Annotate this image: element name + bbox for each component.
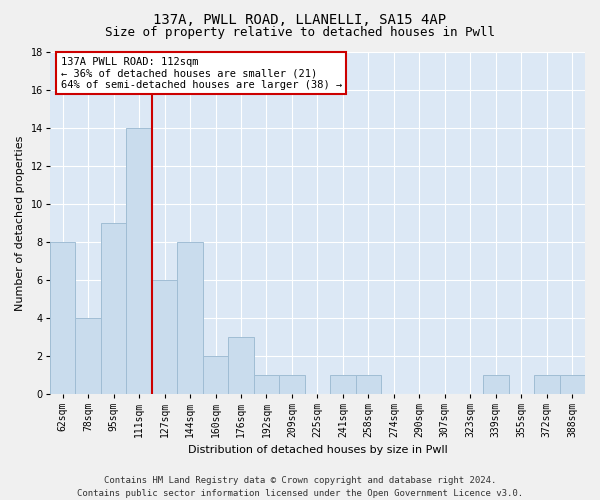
Bar (50, 242, 76, 394)
Bar (279, 376, 305, 394)
Bar (177, 242, 203, 394)
Y-axis label: Number of detached properties: Number of detached properties (15, 136, 25, 310)
X-axis label: Distribution of detached houses by size in Pwll: Distribution of detached houses by size … (188, 445, 448, 455)
Bar (76, 318, 101, 394)
Bar (534, 376, 560, 394)
Bar (152, 280, 177, 394)
Bar (101, 223, 127, 394)
Bar (203, 356, 228, 395)
Text: Size of property relative to detached houses in Pwll: Size of property relative to detached ho… (105, 26, 495, 39)
Bar (254, 376, 279, 394)
Text: 137A PWLL ROAD: 112sqm
← 36% of detached houses are smaller (21)
64% of semi-det: 137A PWLL ROAD: 112sqm ← 36% of detached… (61, 56, 342, 90)
Bar (330, 376, 356, 394)
Bar (127, 128, 152, 394)
Bar (228, 338, 254, 394)
Bar (356, 376, 381, 394)
Bar (560, 376, 585, 394)
Text: Contains HM Land Registry data © Crown copyright and database right 2024.
Contai: Contains HM Land Registry data © Crown c… (77, 476, 523, 498)
Text: 137A, PWLL ROAD, LLANELLI, SA15 4AP: 137A, PWLL ROAD, LLANELLI, SA15 4AP (154, 12, 446, 26)
Bar (483, 376, 509, 394)
